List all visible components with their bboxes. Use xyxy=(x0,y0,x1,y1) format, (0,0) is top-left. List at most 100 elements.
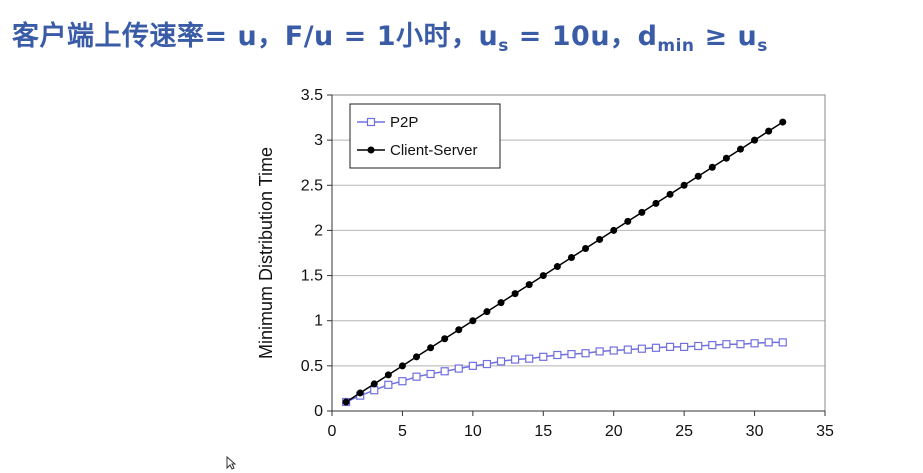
y-tick-label: 2 xyxy=(314,222,323,239)
series-client-server-point xyxy=(427,344,435,352)
series-p2p-point xyxy=(511,355,520,364)
series-p2p-point xyxy=(722,340,731,349)
series-p2p-point xyxy=(553,350,562,360)
legend-p2p-label: P2P xyxy=(390,114,418,131)
series-p2p-point xyxy=(694,341,703,351)
series-client-server-point xyxy=(610,226,618,234)
legend-p2p-marker xyxy=(366,117,376,127)
series-p2p-point xyxy=(482,359,492,369)
series-client-server-point xyxy=(722,154,730,162)
series-p2p-point xyxy=(623,345,632,354)
series-p2p-point xyxy=(412,372,421,381)
series-client-server-point xyxy=(596,235,604,243)
series-client-server-point xyxy=(469,317,477,325)
series-client-server-point xyxy=(483,308,491,316)
axes: 0 0.5 1 1.5 2 2.5 3 3.5 0 5 10 15 20 25 30 35 xyxy=(301,87,834,440)
series-client-server-point xyxy=(398,362,406,370)
series-p2p-point xyxy=(440,367,449,376)
headline-dmin-base: d xyxy=(637,21,658,52)
series-client-server-point xyxy=(455,326,463,334)
series-p2p-point xyxy=(651,343,661,352)
series-client-server-point xyxy=(553,263,561,271)
series-client-server-point xyxy=(567,254,575,262)
headline-prefix: 客户端上传速率= u，F/u = 1小时， xyxy=(12,21,479,52)
y-tick-label: 3.5 xyxy=(301,87,323,104)
series-p2p-point xyxy=(454,364,463,373)
series-p2p-point xyxy=(426,369,435,379)
series-client-server-point xyxy=(666,190,674,198)
x-tick-label: 0 xyxy=(328,423,337,440)
series-p2p-point xyxy=(525,354,534,363)
series-p2p-point xyxy=(750,339,759,348)
y-tick-label: 0 xyxy=(314,403,323,420)
x-tick-label: 10 xyxy=(464,423,482,440)
y-tick-label: 3 xyxy=(314,132,323,149)
series-client-server-point xyxy=(652,199,660,207)
series-p2p-point xyxy=(778,338,787,347)
headline-us-sub: s xyxy=(498,36,509,56)
headline-ge-sub: s xyxy=(757,36,768,56)
headline-us-base: u xyxy=(478,21,499,52)
series-p2p-point xyxy=(539,352,548,361)
x-tick-label: 25 xyxy=(675,423,693,440)
headline-us-value: = 10u， xyxy=(508,21,638,52)
series-client-server-point xyxy=(441,335,449,343)
legend-cs-label: Client-Server xyxy=(390,142,478,159)
x-tick-label: 5 xyxy=(398,423,407,440)
series-p2p-point xyxy=(609,346,618,355)
series-p2p-point xyxy=(398,377,407,386)
series-client-server-point xyxy=(708,163,716,171)
x-tick-label: 35 xyxy=(816,423,834,440)
series-p2p-point xyxy=(370,386,379,395)
series-p2p-point xyxy=(708,340,717,350)
series-client-server-point xyxy=(539,272,547,280)
headline-ge-part: ≥ u xyxy=(694,21,758,52)
legend-cs-marker xyxy=(367,146,375,154)
series-p2p-point xyxy=(637,344,646,353)
series-group xyxy=(341,118,787,407)
legend-box xyxy=(349,103,501,169)
series-p2p-point xyxy=(595,347,604,356)
series-p2p-line xyxy=(345,341,783,403)
y-axis-label: Minimum Distribution Time xyxy=(256,147,276,359)
series-p2p-point xyxy=(665,342,675,351)
series-p2p-point xyxy=(384,380,393,389)
legend: P2P Client-Server xyxy=(349,103,501,169)
series-client-server-point xyxy=(511,290,519,298)
series-client-server-point xyxy=(779,118,787,126)
series-client-server-point xyxy=(342,398,350,406)
series-client-server-point xyxy=(525,281,533,289)
y-tick-label: 2.5 xyxy=(301,177,323,194)
y-tick-label: 0.5 xyxy=(301,358,323,375)
series-client-server-point xyxy=(694,172,702,180)
series-client-server-point xyxy=(765,127,773,135)
slide-headline: 客户端上传速率= u，F/u = 1小时，us = 10u，dmin ≥ us xyxy=(12,14,768,56)
series-client-server-point xyxy=(736,145,744,153)
series-client-server-point xyxy=(638,208,646,216)
y-tick-label: 1.5 xyxy=(301,268,323,285)
series-client-server-point xyxy=(624,217,632,225)
series-p2p-point xyxy=(581,349,590,358)
headline-dmin-sub: min xyxy=(657,36,695,56)
mouse-cursor-icon xyxy=(226,456,236,470)
series-client-server-point xyxy=(413,353,421,361)
series-client-server-point xyxy=(751,136,759,144)
series-p2p-point xyxy=(468,361,477,370)
series-p2p-point xyxy=(764,338,773,347)
series-client-server-point xyxy=(582,244,590,252)
series-client-server-point xyxy=(370,380,378,388)
x-tick-label: 15 xyxy=(534,423,552,440)
series-p2p-point xyxy=(736,340,745,349)
y-tick-label: 1 xyxy=(314,313,323,330)
series-p2p-point xyxy=(680,342,689,351)
x-tick-label: 20 xyxy=(605,423,623,440)
series-p2p-point xyxy=(496,357,506,366)
series-client-server-point xyxy=(680,181,688,189)
series-client-server-point xyxy=(356,389,364,397)
series-client-server-point xyxy=(384,371,392,379)
series-p2p-point xyxy=(567,350,576,359)
x-tick-label: 30 xyxy=(746,423,764,440)
series-client-server-point xyxy=(497,299,505,307)
gridlines xyxy=(332,139,825,367)
